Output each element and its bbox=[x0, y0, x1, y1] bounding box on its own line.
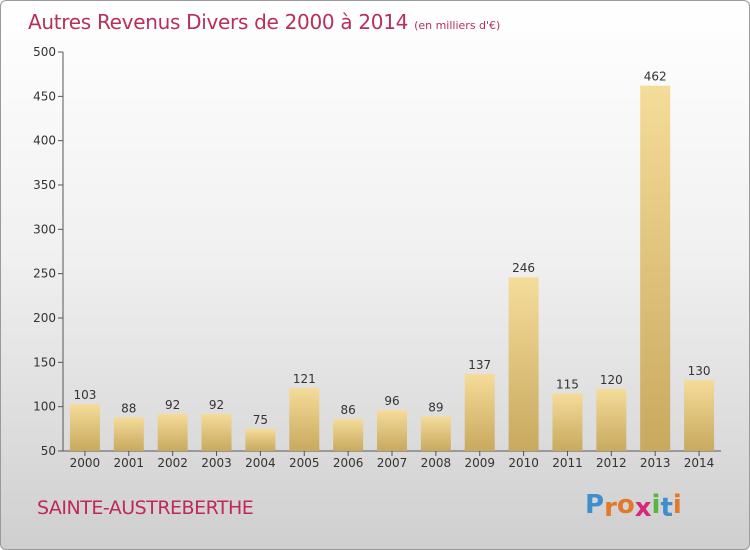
y-tick-label: 450 bbox=[33, 89, 56, 103]
bar bbox=[684, 380, 715, 451]
data-label: 115 bbox=[556, 377, 579, 391]
x-tick-label: 2014 bbox=[684, 456, 715, 470]
x-tick-label: 2005 bbox=[289, 456, 320, 470]
bar bbox=[245, 428, 276, 451]
x-tick-label: 2004 bbox=[245, 456, 276, 470]
y-tick-label: 400 bbox=[33, 134, 56, 148]
data-label: 462 bbox=[644, 70, 667, 84]
data-label: 130 bbox=[688, 364, 711, 378]
logo-letter: i bbox=[672, 490, 682, 520]
y-tick-label: 300 bbox=[33, 222, 56, 236]
chart-title: Autres Revenus Divers de 2000 à 2014 (en … bbox=[28, 10, 500, 34]
bars bbox=[69, 85, 715, 452]
x-tick-label: 2001 bbox=[114, 456, 145, 470]
bar bbox=[201, 413, 232, 451]
y-tick-label: 200 bbox=[33, 311, 56, 325]
x-tick-label: 2011 bbox=[552, 456, 583, 470]
data-label: 75 bbox=[253, 413, 268, 427]
x-tick-label: 2006 bbox=[333, 456, 364, 470]
x-tick-label: 2009 bbox=[464, 456, 495, 470]
bar bbox=[289, 388, 320, 451]
logo-letter: r bbox=[604, 493, 617, 523]
logo-letter: x bbox=[634, 493, 652, 523]
data-label: 137 bbox=[468, 358, 491, 372]
x-tick-label: 2000 bbox=[70, 456, 101, 470]
data-label: 246 bbox=[512, 261, 535, 275]
bar bbox=[508, 277, 539, 451]
x-tick-label: 2003 bbox=[201, 456, 232, 470]
y-tick-label: 50 bbox=[41, 444, 56, 458]
bar bbox=[464, 373, 495, 451]
data-label: 96 bbox=[384, 394, 399, 408]
data-label: 89 bbox=[428, 400, 443, 414]
bar bbox=[157, 413, 188, 451]
bar bbox=[552, 393, 583, 451]
bar bbox=[113, 417, 144, 451]
bar bbox=[640, 85, 671, 452]
data-label: 88 bbox=[121, 401, 136, 415]
data-labels: 103 88 92 92 75 121 86 96 89 137 246 115 120 462 130 bbox=[73, 70, 710, 427]
bar bbox=[69, 404, 100, 451]
x-tick-label: 2007 bbox=[377, 456, 408, 470]
chart-title-text: Autres Revenus Divers de 2000 à 2014 bbox=[28, 10, 409, 34]
x-tick-label: 2008 bbox=[421, 456, 452, 470]
data-label: 92 bbox=[165, 398, 180, 412]
x-tick-label: 2013 bbox=[640, 456, 671, 470]
bar bbox=[420, 416, 451, 451]
bar bbox=[333, 419, 364, 451]
data-label: 92 bbox=[209, 398, 224, 412]
bar bbox=[596, 388, 627, 451]
y-tick-label: 250 bbox=[33, 267, 56, 281]
x-tick-label: 2010 bbox=[508, 456, 539, 470]
data-label: 86 bbox=[340, 403, 355, 417]
proxiti-logo: Proxiti bbox=[585, 490, 682, 523]
y-tick-label: 350 bbox=[33, 178, 56, 192]
logo-letter: t bbox=[660, 493, 673, 523]
y-tick-label: 150 bbox=[33, 355, 56, 369]
x-tick-label: 2002 bbox=[157, 456, 188, 470]
data-label: 120 bbox=[600, 373, 623, 387]
axes: 50 100 150 200 250 300 350 400 450 500 2000 2001 200… bbox=[33, 45, 721, 470]
data-label: 103 bbox=[73, 388, 96, 402]
data-label: 121 bbox=[293, 372, 316, 386]
logo-letter: i bbox=[651, 490, 661, 520]
y-tick-label: 100 bbox=[33, 400, 56, 414]
y-tick-label: 500 bbox=[33, 45, 56, 59]
logo-letter: P bbox=[585, 490, 605, 520]
bar bbox=[377, 410, 407, 451]
x-tick-label: 2012 bbox=[596, 456, 627, 470]
chart-subtitle: (en milliers d'€) bbox=[414, 19, 501, 32]
logo-letter: o bbox=[616, 490, 635, 520]
place-name: SAINTE-AUSTREBERTHE bbox=[37, 497, 254, 519]
